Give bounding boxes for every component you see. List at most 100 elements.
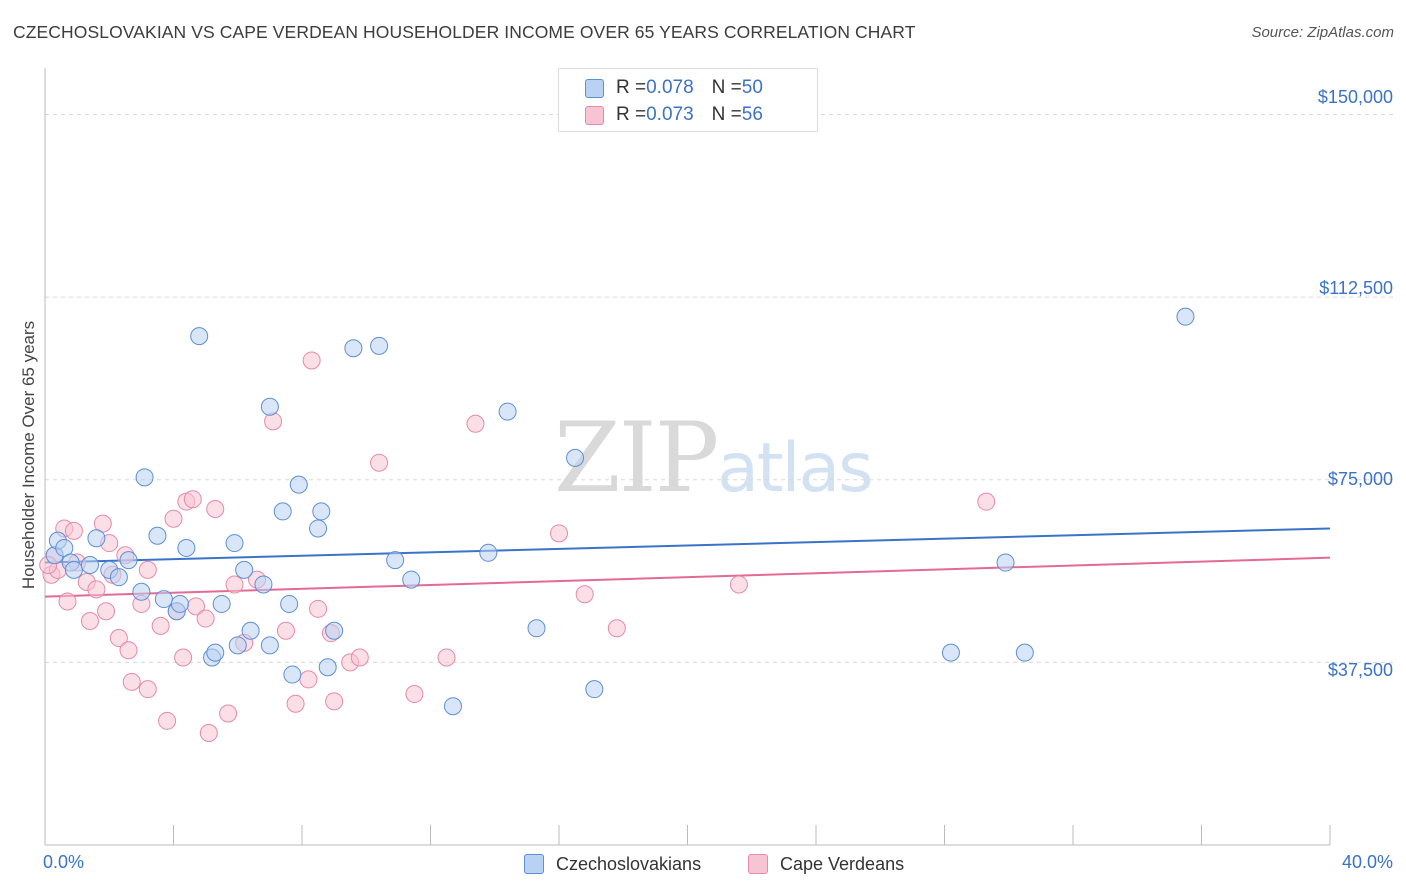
- data-point-czechoslovakians: [289, 475, 308, 494]
- data-point-czechoslovakians: [119, 551, 138, 570]
- y-tick-label-75000: $75,000: [1327, 469, 1393, 489]
- data-point-cape-verdeans: [550, 524, 568, 543]
- data-point-czechoslovakians: [135, 468, 154, 487]
- data-point-czechoslovakians: [280, 594, 299, 613]
- legend-row-czechoslovakians: R = 0.078 N = 50: [585, 76, 763, 100]
- legend-n-label: N =: [711, 77, 742, 98]
- data-point-cape-verdeans: [164, 509, 183, 528]
- bottom-legend-cape-verdeans: Cape Verdeans: [748, 852, 904, 876]
- data-point-czechoslovakians: [260, 636, 279, 655]
- data-point-czechoslovakians: [283, 665, 302, 684]
- data-point-czechoslovakians: [80, 555, 99, 574]
- data-point-czechoslovakians: [132, 582, 151, 601]
- legend-r-label: R =: [616, 104, 647, 125]
- data-point-cape-verdeans: [119, 641, 138, 660]
- data-point-cape-verdeans: [122, 672, 141, 691]
- legend-row-cape-verdeans: R = 0.073 N = 56: [585, 103, 763, 127]
- data-point-czechoslovakians: [206, 643, 225, 662]
- data-point-czechoslovakians: [225, 534, 244, 553]
- data-point-cape-verdeans: [977, 492, 996, 511]
- data-point-cape-verdeans: [607, 619, 626, 638]
- bottom-legend-swatch-pink: [748, 854, 768, 874]
- data-point-cape-verdeans: [174, 648, 193, 667]
- data-point-cape-verdeans: [729, 575, 748, 594]
- data-point-czechoslovakians: [309, 519, 328, 538]
- data-point-czechoslovakians: [566, 448, 585, 467]
- data-point-cape-verdeans: [299, 670, 318, 689]
- bottom-legend-label: Czechoslovakians: [556, 853, 702, 874]
- data-point-cape-verdeans: [225, 575, 244, 594]
- data-point-czechoslovakians: [109, 568, 128, 587]
- legend-n-value: 56: [741, 104, 763, 125]
- y-tick-label-112500: $112,500: [1319, 278, 1393, 298]
- data-point-cape-verdeans: [437, 648, 456, 667]
- data-point-czechoslovakians: [64, 560, 83, 579]
- data-point-czechoslovakians: [235, 560, 254, 579]
- data-point-czechoslovakians: [170, 594, 189, 613]
- data-point-czechoslovakians: [370, 336, 389, 355]
- data-point-cape-verdeans: [151, 616, 170, 635]
- data-point-cape-verdeans: [405, 685, 424, 704]
- trend-line-czechoslovakians: [44, 527, 1331, 564]
- data-point-cape-verdeans: [286, 694, 305, 713]
- bottom-legend-czechoslovakians: Czechoslovakians: [524, 852, 701, 876]
- data-point-czechoslovakians: [386, 551, 405, 570]
- chart-title: CZECHOSLOVAKIAN VS CAPE VERDEAN HOUSEHOL…: [13, 22, 916, 42]
- data-point-cape-verdeans: [276, 621, 295, 640]
- data-point-cape-verdeans: [64, 521, 83, 540]
- data-point-cape-verdeans: [350, 648, 369, 667]
- bottom-legend-label: Cape Verdeans: [780, 853, 905, 874]
- data-point-czechoslovakians: [498, 402, 517, 421]
- data-point-cape-verdeans: [264, 412, 283, 431]
- data-point-czechoslovakians: [148, 526, 167, 545]
- data-point-czechoslovakians: [996, 553, 1015, 572]
- data-point-czechoslovakians: [1015, 643, 1034, 662]
- data-point-czechoslovakians: [325, 621, 344, 640]
- data-point-cape-verdeans: [87, 580, 106, 599]
- bottom-legend-swatch-blue: [524, 854, 544, 874]
- data-point-czechoslovakians: [443, 697, 462, 716]
- data-point-czechoslovakians: [344, 339, 363, 358]
- data-point-czechoslovakians: [154, 590, 173, 609]
- data-point-czechoslovakians: [941, 643, 960, 662]
- data-point-czechoslovakians: [177, 538, 196, 557]
- data-point-cape-verdeans: [206, 499, 225, 518]
- legend-swatch-pink: [585, 105, 604, 125]
- data-point-cape-verdeans: [97, 602, 116, 621]
- data-point-cape-verdeans: [575, 585, 594, 604]
- legend-r-value: 0.078: [646, 77, 694, 98]
- data-point-cape-verdeans: [309, 599, 328, 618]
- data-point-czechoslovakians: [228, 636, 247, 655]
- data-point-cape-verdeans: [138, 680, 157, 699]
- data-point-czechoslovakians: [190, 327, 209, 346]
- data-point-cape-verdeans: [158, 711, 177, 730]
- data-point-cape-verdeans: [80, 611, 99, 630]
- watermark-atlas: atlas: [717, 429, 873, 508]
- legend-box: R = 0.078 N = 50 R = 0.073 N = 56: [558, 68, 818, 132]
- data-point-cape-verdeans: [138, 560, 157, 579]
- data-point-czechoslovakians: [527, 619, 546, 638]
- data-point-czechoslovakians: [585, 680, 604, 699]
- source-label: Source: ZipAtlas.com: [1251, 24, 1394, 41]
- data-point-czechoslovakians: [260, 397, 279, 416]
- legend-swatch-blue: [585, 78, 604, 98]
- data-point-czechoslovakians: [1176, 307, 1195, 326]
- data-point-cape-verdeans: [183, 490, 202, 509]
- data-point-czechoslovakians: [254, 575, 273, 594]
- x-tick-label-max: 40.0%: [1341, 852, 1393, 872]
- legend-n-value: 50: [741, 77, 763, 98]
- x-tick-label-min: 0.0%: [43, 852, 85, 872]
- legend-r-label: R =: [616, 77, 647, 98]
- data-point-czechoslovakians: [273, 502, 292, 521]
- data-point-cape-verdeans: [302, 351, 321, 370]
- data-point-czechoslovakians: [312, 502, 331, 521]
- legend-n-label: N =: [711, 104, 742, 125]
- data-point-czechoslovakians: [241, 621, 260, 640]
- legend-r-value: 0.073: [646, 104, 694, 125]
- data-point-cape-verdeans: [58, 592, 77, 611]
- data-point-cape-verdeans: [466, 414, 485, 433]
- data-point-cape-verdeans: [109, 629, 128, 648]
- data-point-czechoslovakians: [318, 658, 337, 677]
- data-point-czechoslovakians: [479, 543, 498, 562]
